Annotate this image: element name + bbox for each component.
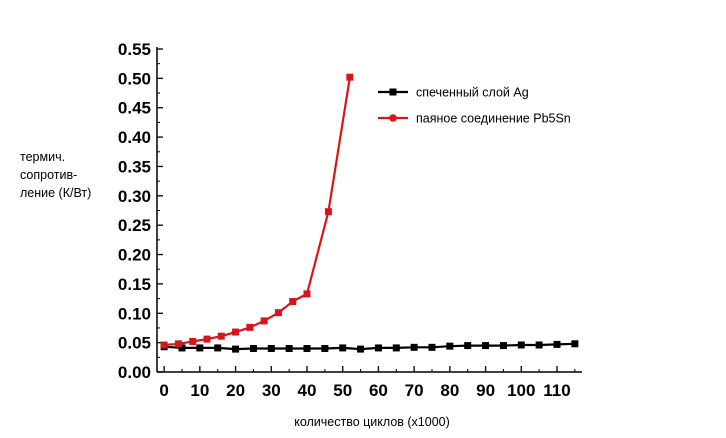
data-point (571, 340, 579, 348)
x-tick-label: 20 (226, 381, 245, 400)
y-tick-label: 0.55 (118, 40, 151, 59)
series-2 (160, 73, 354, 349)
data-point (178, 344, 186, 352)
data-point (357, 345, 365, 353)
axes (156, 47, 582, 373)
data-point (346, 73, 354, 81)
legend-label: паяное соединение Pb5Sn (416, 112, 571, 126)
data-point (274, 309, 282, 317)
data-point (553, 340, 561, 348)
x-tick-label: 50 (333, 381, 352, 400)
series-1 (160, 340, 579, 353)
y-tick-label: 0.05 (118, 334, 151, 353)
x-tick-label: 30 (262, 381, 281, 400)
x-tick-label: 70 (405, 381, 424, 400)
y-tick-label: 0.35 (118, 157, 151, 176)
x-axis-ticks: 0 10 20 30 40 50 60 70 80 90 100 110 (159, 366, 576, 400)
data-point (189, 337, 197, 345)
data-point (517, 341, 525, 349)
x-axis-title: количество циклов (x1000) (294, 415, 450, 429)
y-axis-title-line: сопротив- (20, 168, 77, 182)
x-tick-label: 80 (440, 381, 459, 400)
y-tick-label: 0.10 (118, 304, 151, 323)
y-axis-title: термич. сопротив-ление (К/Вт) (20, 150, 91, 200)
data-point (464, 342, 472, 350)
legend-marker (389, 88, 397, 96)
data-point (303, 345, 311, 353)
series-line (164, 77, 351, 347)
data-point (249, 345, 257, 353)
x-tick-label: 60 (369, 381, 388, 400)
data-point (324, 208, 332, 216)
y-tick-label: 0.50 (118, 69, 151, 88)
data-point (246, 323, 254, 331)
data-point (285, 345, 293, 353)
data-point (321, 345, 329, 353)
data-point (260, 317, 268, 325)
data-point (339, 344, 347, 352)
legend: спеченный слой Ag паяное соединение Pb5Sn (378, 86, 571, 126)
y-tick-label: 0.00 (118, 363, 151, 382)
y-axis-ticks: 0.00 0.05 0.10 0.15 0.20 0.25 0.30 0.35 0.40 0.45… (118, 40, 163, 382)
data-point (174, 340, 182, 348)
legend-marker (389, 114, 397, 122)
y-tick-label: 0.20 (118, 246, 151, 265)
data-point (203, 335, 211, 343)
data-point (482, 342, 490, 350)
x-tick-label: 100 (507, 381, 535, 400)
y-tick-label: 0.15 (118, 275, 151, 294)
data-point (392, 344, 400, 352)
data-point (232, 345, 240, 353)
x-tick-label: 0 (159, 381, 168, 400)
x-tick-label: 90 (476, 381, 495, 400)
y-tick-label: 0.45 (118, 99, 151, 118)
legend-label: спеченный слой Ag (416, 86, 529, 100)
legend-item: спеченный слой Ag (378, 86, 529, 100)
legend-item: паяное соединение Pb5Sn (378, 112, 571, 126)
data-point (428, 343, 436, 351)
x-tick-label: 40 (298, 381, 317, 400)
data-point (289, 298, 297, 306)
y-axis-title-line: термич. (20, 150, 65, 164)
data-point (160, 341, 168, 349)
y-axis-title-line: ление (К/Вт) (20, 186, 91, 200)
data-point (374, 344, 382, 352)
data-point (232, 328, 240, 336)
x-tick-label: 110 (543, 381, 570, 400)
data-point (214, 344, 222, 352)
data-point (196, 344, 204, 352)
x-tick-label: 10 (190, 381, 209, 400)
y-tick-label: 0.25 (118, 216, 151, 235)
y-tick-label: 0.40 (118, 128, 151, 147)
data-point (410, 343, 418, 351)
y-tick-label: 0.30 (118, 187, 151, 206)
data-point (267, 345, 275, 353)
data-point (499, 342, 507, 350)
data-point (217, 332, 225, 340)
data-point (303, 290, 311, 298)
data-point (446, 342, 454, 350)
data-point (535, 341, 543, 349)
series-layer (160, 73, 579, 353)
series-line (164, 342, 575, 351)
